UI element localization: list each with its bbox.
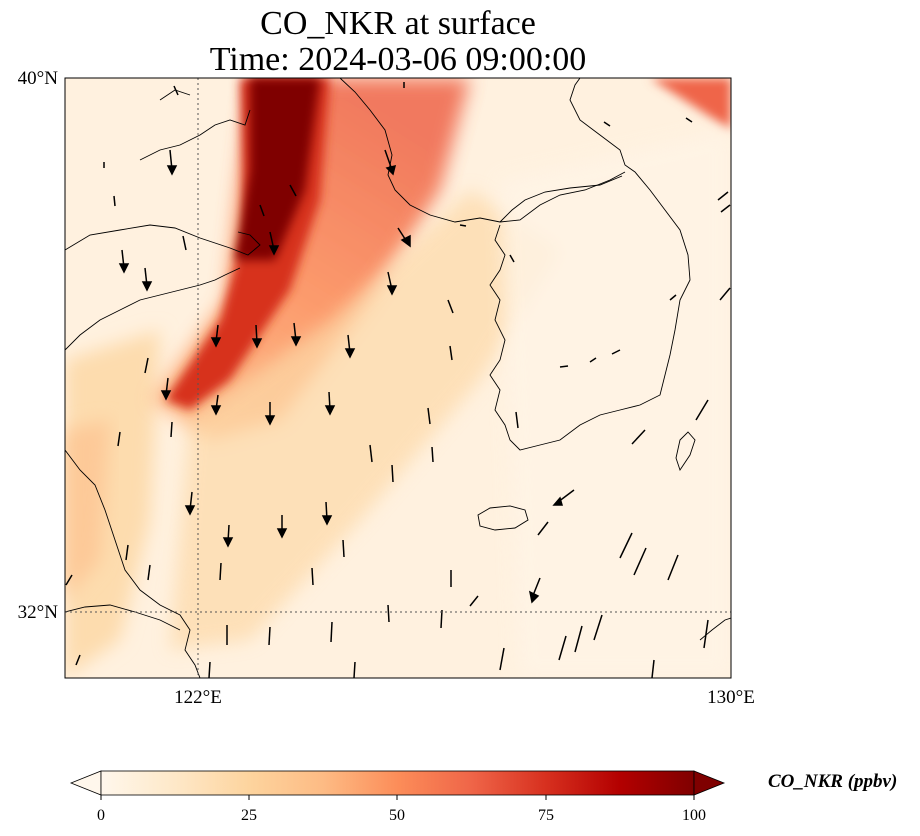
lat-label-32: 32°N: [18, 602, 59, 623]
colorbar-label: CO_NKR (ppbv): [768, 771, 898, 792]
map-subtitle-time: Time: 2024-03-06 09:00:00: [209, 41, 587, 78]
lat-label-40: 40°N: [18, 68, 59, 89]
colorbar-gradient: [100, 770, 695, 796]
gridlines: [65, 78, 731, 678]
lon-label-130: 130°E: [707, 687, 755, 708]
colorbar-extend-min: [69, 770, 102, 796]
lon-label-122: 122°E: [174, 687, 222, 708]
colorbar-tick-25: 25: [241, 807, 257, 824]
colorbar-tick-100: 100: [682, 807, 706, 824]
colorbar-tick-0: 0: [97, 807, 105, 824]
colorbar: 0 25 50 75 100: [69, 770, 726, 824]
colorbar-tick-75: 75: [538, 807, 554, 824]
colorbar-tick-50: 50: [389, 807, 405, 824]
map-title: CO_NKR at surface: [260, 5, 536, 42]
wind-vectors: [65, 82, 731, 678]
concentration-field: [65, 78, 731, 678]
colorbar-extend-max: [693, 770, 726, 796]
map-frame: [64, 77, 732, 679]
